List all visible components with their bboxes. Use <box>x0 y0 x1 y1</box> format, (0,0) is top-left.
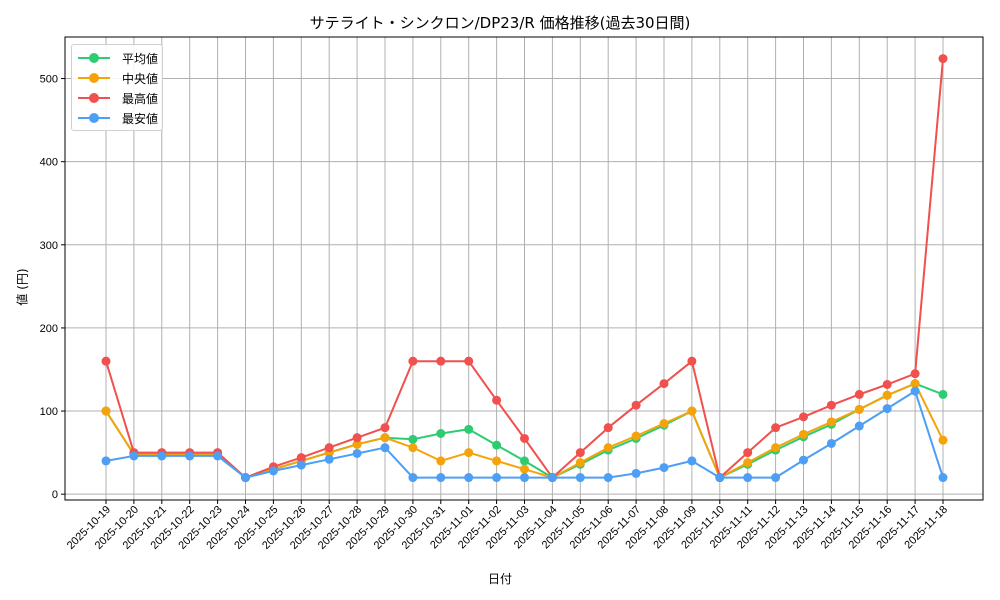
legend-item-min: 最安値 <box>72 108 162 128</box>
grid-lines <box>65 37 983 500</box>
x-axis-label: 日付 <box>487 572 513 586</box>
legend-label: 中央値 <box>122 71 159 86</box>
legend-item-median: 中央値 <box>72 68 162 88</box>
svg-text:400: 400 <box>40 157 58 169</box>
legend-label: 最高値 <box>122 91 159 106</box>
legend-item-average: 平均値 <box>72 48 162 68</box>
y-axis-label: 値 (円) <box>15 268 30 306</box>
legend: 平均値 中央値 最高値 最安値 <box>71 44 163 131</box>
svg-text:200: 200 <box>40 323 58 335</box>
line-marker-icon <box>78 72 110 84</box>
data-series <box>101 54 948 483</box>
svg-text:300: 300 <box>40 240 58 252</box>
line-marker-icon <box>78 112 110 124</box>
legend-label: 最安値 <box>122 111 159 126</box>
axes <box>61 36 984 504</box>
legend-label: 平均値 <box>122 51 159 66</box>
svg-text:500: 500 <box>40 74 58 86</box>
line-marker-icon <box>78 92 110 104</box>
legend-item-max: 最高値 <box>72 88 162 108</box>
svg-text:100: 100 <box>40 406 58 418</box>
chart-title: サテライト・シンクロン/DP23/R 価格推移(過去30日間) <box>309 14 691 32</box>
line-marker-icon <box>78 52 110 64</box>
svg-text:0: 0 <box>52 489 58 501</box>
